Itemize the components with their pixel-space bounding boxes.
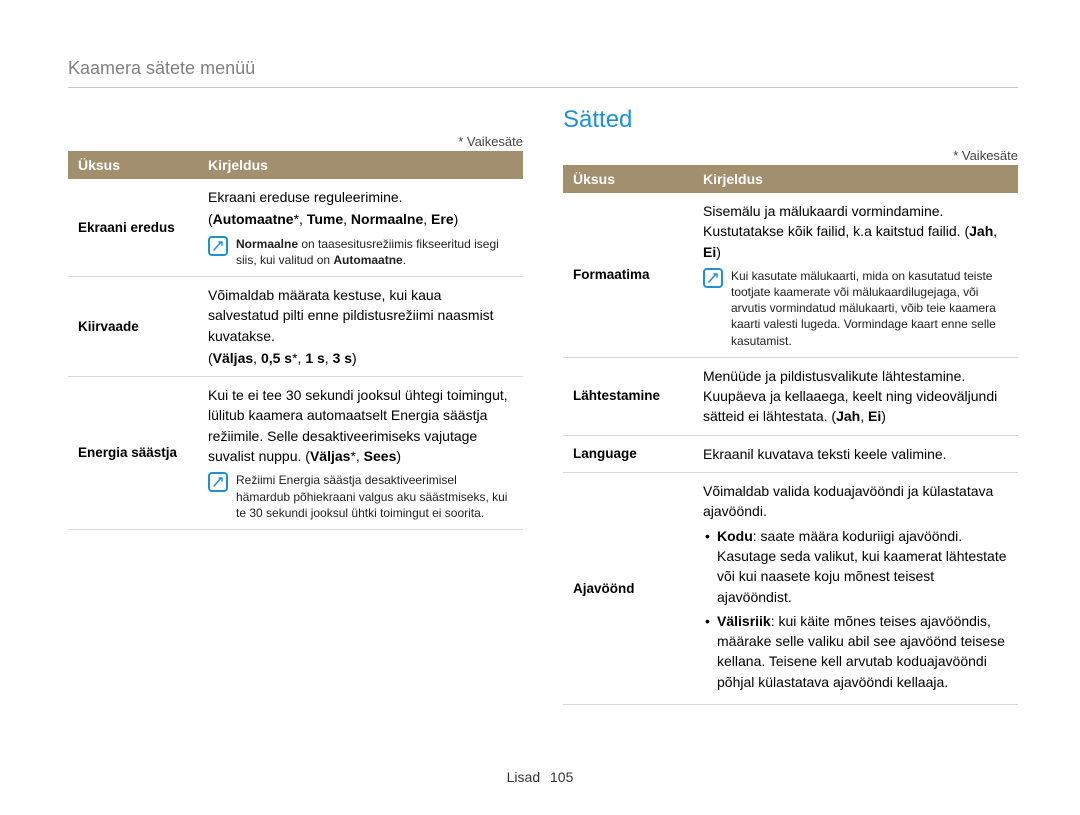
default-note-left: * Vaikesäte bbox=[68, 134, 523, 149]
row-item: Language bbox=[563, 435, 693, 472]
right-column: Sätted * Vaikesäte Üksus Kirjeldus Forma… bbox=[563, 106, 1018, 705]
row-desc: Võimaldab määrata kestuse, kui kaua salv… bbox=[208, 285, 513, 346]
table-header-item: Üksus bbox=[563, 165, 693, 193]
page-footer: Lisad 105 bbox=[0, 769, 1080, 785]
list-item: Välisriik: kui käite mõnes teises ajavöö… bbox=[703, 611, 1008, 692]
row-cell: Kui te ei tee 30 sekundi jooksul ühtegi … bbox=[198, 377, 523, 530]
note-text: Kui kasutate mälukaarti, mida on kasutat… bbox=[731, 268, 1008, 349]
row-cell: Ekraanil kuvatava teksti keele valimine. bbox=[693, 435, 1018, 472]
row-bullets: Kodu: saate määra koduriigi ajavööndi. K… bbox=[703, 526, 1008, 692]
table-header-desc: Kirjeldus bbox=[693, 165, 1018, 193]
row-options: (Automaatne*, Tume, Normaalne, Ere) bbox=[208, 209, 513, 229]
row-desc: Sisemälu ja mälukaardi vormindamine. Kus… bbox=[703, 201, 1008, 262]
row-desc: Võimaldab valida koduajavööndi ja külast… bbox=[703, 481, 1008, 522]
list-item: Kodu: saate määra koduriigi ajavööndi. K… bbox=[703, 526, 1008, 607]
note-row: Režiimi Energia säästja desaktiveerimise… bbox=[208, 472, 513, 521]
footer-page-number: 105 bbox=[550, 769, 573, 785]
note-text: Režiimi Energia säästja desaktiveerimise… bbox=[236, 472, 513, 521]
note-icon bbox=[703, 268, 723, 288]
row-item: Kiirvaade bbox=[68, 276, 198, 376]
table-header-desc: Kirjeldus bbox=[198, 151, 523, 179]
table-row: KiirvaadeVõimaldab määrata kestuse, kui … bbox=[68, 276, 523, 376]
row-cell: Võimaldab määrata kestuse, kui kaua salv… bbox=[198, 276, 523, 376]
default-note-right: * Vaikesäte bbox=[563, 148, 1018, 163]
row-cell: Ekraani ereduse reguleerimine.(Automaatn… bbox=[198, 179, 523, 276]
note-row: Normaalne on taasesitusrežiimis fikseeri… bbox=[208, 236, 513, 268]
note-icon bbox=[208, 236, 228, 256]
content-columns: * Vaikesäte Üksus Kirjeldus Ekraani ered… bbox=[68, 106, 1018, 705]
footer-label: Lisad bbox=[507, 769, 540, 785]
row-cell: Sisemälu ja mälukaardi vormindamine. Kus… bbox=[693, 193, 1018, 357]
table-row: LähtestamineMenüüde ja pildistusvalikute… bbox=[563, 357, 1018, 435]
table-row: Energia säästjaKui te ei tee 30 sekundi … bbox=[68, 377, 523, 530]
table-row: AjavööndVõimaldab valida koduajavööndi j… bbox=[563, 473, 1018, 705]
row-item: Energia säästja bbox=[68, 377, 198, 530]
row-desc: Ekraanil kuvatava teksti keele valimine. bbox=[703, 444, 1008, 464]
section-title: Sätted bbox=[563, 106, 1018, 134]
left-column: * Vaikesäte Üksus Kirjeldus Ekraani ered… bbox=[68, 106, 523, 705]
row-desc: Menüüde ja pildistusvalikute lähtestamin… bbox=[703, 366, 1008, 427]
note-icon bbox=[208, 472, 228, 492]
page: Kaamera sätete menüü * Vaikesäte Üksus K… bbox=[0, 0, 1080, 705]
row-item: Ekraani eredus bbox=[68, 179, 198, 276]
table-row: Language Ekraanil kuvatava teksti keele v… bbox=[563, 435, 1018, 472]
row-cell: Menüüde ja pildistusvalikute lähtestamin… bbox=[693, 357, 1018, 435]
table-row: Ekraani eredusEkraani ereduse reguleerim… bbox=[68, 179, 523, 276]
note-row: Kui kasutate mälukaarti, mida on kasutat… bbox=[703, 268, 1008, 349]
settings-table-left: Üksus Kirjeldus Ekraani eredusEkraani er… bbox=[68, 151, 523, 530]
row-item: Lähtestamine bbox=[563, 357, 693, 435]
row-item: Ajavöönd bbox=[563, 473, 693, 705]
row-item: Formaatima bbox=[563, 193, 693, 357]
row-cell: Võimaldab valida koduajavööndi ja külast… bbox=[693, 473, 1018, 705]
settings-table-right: Üksus Kirjeldus FormaatimaSisemälu ja mä… bbox=[563, 165, 1018, 705]
note-text: Normaalne on taasesitusrežiimis fikseeri… bbox=[236, 236, 513, 268]
table-row: FormaatimaSisemälu ja mälukaardi vormind… bbox=[563, 193, 1018, 357]
row-desc: Kui te ei tee 30 sekundi jooksul ühtegi … bbox=[208, 385, 513, 466]
row-desc: Ekraani ereduse reguleerimine. bbox=[208, 187, 513, 207]
breadcrumb: Kaamera sätete menüü bbox=[68, 58, 1018, 88]
row-options: (Väljas, 0,5 s*, 1 s, 3 s) bbox=[208, 348, 513, 368]
table-header-item: Üksus bbox=[68, 151, 198, 179]
